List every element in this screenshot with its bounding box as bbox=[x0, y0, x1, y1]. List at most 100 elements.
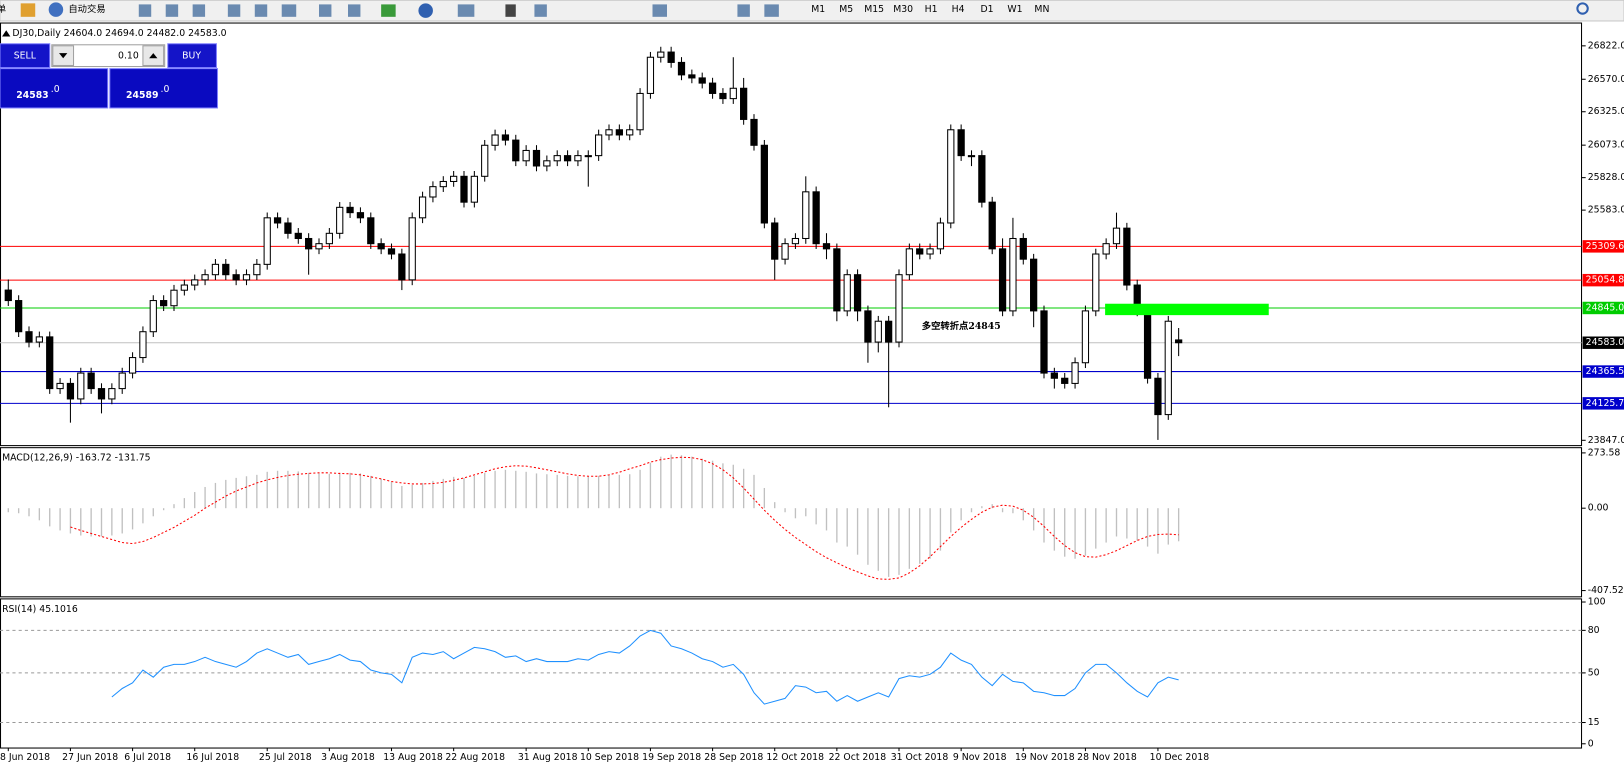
x-tick-label: 9 Nov 2018 bbox=[953, 752, 1007, 763]
menu-label[interactable]: 单 bbox=[0, 3, 6, 15]
y-tick-label: 23847.0 bbox=[1588, 435, 1624, 446]
candle-body bbox=[781, 243, 789, 260]
candle-body bbox=[501, 134, 510, 141]
rsi-line bbox=[111, 629, 1179, 705]
icon[interactable] bbox=[281, 4, 297, 17]
lot-value[interactable]: 0.10 bbox=[118, 51, 139, 62]
x-tick-label: 16 Jul 2018 bbox=[186, 752, 239, 763]
x-tick-label: 10 Dec 2018 bbox=[1150, 752, 1210, 763]
x-tick-label: 22 Aug 2018 bbox=[445, 752, 505, 763]
icon[interactable] bbox=[534, 4, 547, 17]
search-icon[interactable] bbox=[1576, 2, 1589, 15]
icon[interactable] bbox=[652, 4, 668, 17]
candle-body bbox=[802, 191, 810, 240]
icon[interactable] bbox=[737, 4, 750, 17]
timeframe-button[interactable]: M15 bbox=[864, 4, 884, 15]
icon[interactable] bbox=[764, 4, 779, 17]
y-tick-label: 100 bbox=[1588, 597, 1606, 608]
candle-body bbox=[1071, 362, 1079, 384]
icon[interactable] bbox=[348, 4, 361, 17]
signal-line bbox=[70, 456, 1179, 580]
icon[interactable] bbox=[381, 4, 396, 17]
candle-body bbox=[273, 217, 282, 224]
level-label-box bbox=[1582, 365, 1624, 378]
candle-body bbox=[346, 206, 354, 214]
candle-body bbox=[584, 155, 592, 158]
timeframe-button[interactable]: H4 bbox=[952, 4, 965, 15]
panel-title: RSI(14) 45.1016 bbox=[2, 604, 78, 615]
sell-label[interactable]: SELL bbox=[14, 51, 37, 62]
level-label-box bbox=[1582, 301, 1624, 315]
candle-body bbox=[315, 243, 323, 250]
candle-body bbox=[460, 175, 468, 203]
icon[interactable] bbox=[138, 4, 152, 17]
buy-button[interactable] bbox=[167, 43, 217, 69]
icon[interactable] bbox=[319, 4, 332, 17]
candle-body bbox=[201, 274, 209, 281]
lot-input[interactable] bbox=[51, 44, 166, 68]
candle-body bbox=[35, 336, 43, 343]
candle-body bbox=[1061, 377, 1069, 384]
y-tick-label: 0 bbox=[1588, 738, 1594, 749]
candle-body bbox=[367, 217, 375, 245]
timeframe-button[interactable]: W1 bbox=[1007, 4, 1022, 15]
y-tick-label: 50 bbox=[1588, 667, 1600, 678]
toolbar-icons bbox=[138, 2, 1589, 18]
y-tick-label: 26570.0 bbox=[1588, 74, 1624, 85]
candle-body bbox=[284, 222, 292, 234]
candle-body bbox=[947, 129, 955, 224]
candle-body bbox=[118, 372, 126, 390]
timeframe-button[interactable]: M1 bbox=[811, 4, 825, 15]
buy-label[interactable]: BUY bbox=[182, 51, 201, 62]
timeframe-button[interactable]: D1 bbox=[980, 4, 993, 15]
candle-body bbox=[439, 180, 447, 188]
level-label: 24845.0 bbox=[1586, 302, 1624, 313]
candle-body bbox=[77, 372, 85, 400]
timeframe-button[interactable]: MN bbox=[1034, 4, 1049, 15]
candle-body bbox=[1143, 310, 1152, 379]
timeframe-button[interactable]: M30 bbox=[893, 4, 913, 15]
x-tick-label: 3 Aug 2018 bbox=[321, 752, 375, 763]
icon[interactable] bbox=[505, 4, 516, 17]
candle-body bbox=[626, 129, 634, 136]
ask-box[interactable] bbox=[109, 68, 219, 109]
auto-trading-icon[interactable] bbox=[48, 2, 64, 17]
collapse-arrow[interactable] bbox=[2, 30, 11, 37]
x-tick-label: 19 Sep 2018 bbox=[642, 752, 701, 763]
icon[interactable] bbox=[418, 3, 433, 18]
timeframe-button[interactable]: H1 bbox=[925, 4, 938, 15]
candle-body bbox=[1112, 227, 1121, 245]
candle-body bbox=[760, 144, 768, 224]
candle-body bbox=[25, 331, 33, 343]
candle-body bbox=[336, 206, 344, 234]
candle-body bbox=[605, 129, 613, 136]
panel-frame bbox=[0, 22, 1583, 447]
icon[interactable] bbox=[254, 4, 268, 17]
x-tick-label: 31 Aug 2018 bbox=[518, 752, 578, 763]
y-tick-label: 25828.0 bbox=[1588, 172, 1624, 183]
candle-body bbox=[1009, 237, 1017, 312]
icon[interactable] bbox=[165, 4, 179, 17]
y-tick-label: 26325.0 bbox=[1588, 106, 1624, 117]
candle-body bbox=[543, 160, 551, 167]
candle-body bbox=[160, 300, 168, 307]
auto-trading-button[interactable]: 自动交易 bbox=[68, 3, 105, 15]
panel-frame bbox=[0, 447, 1583, 598]
icon[interactable] bbox=[192, 4, 206, 17]
toolbar-icon[interactable] bbox=[20, 3, 36, 17]
icon[interactable] bbox=[227, 4, 241, 17]
timeframe-button[interactable]: M5 bbox=[839, 4, 853, 15]
candle-body bbox=[812, 191, 820, 245]
candle-body bbox=[108, 388, 116, 400]
sell-button[interactable] bbox=[0, 43, 51, 69]
bid-box[interactable] bbox=[0, 68, 109, 109]
candle-body bbox=[636, 92, 644, 131]
candle-body bbox=[377, 243, 385, 250]
candle-body bbox=[87, 372, 95, 390]
candle-body bbox=[56, 382, 64, 390]
candle-body bbox=[853, 274, 862, 312]
x-tick-label: 28 Nov 2018 bbox=[1077, 752, 1137, 763]
icon[interactable] bbox=[457, 4, 475, 17]
candle-body bbox=[967, 155, 976, 158]
candle-body bbox=[450, 175, 458, 183]
